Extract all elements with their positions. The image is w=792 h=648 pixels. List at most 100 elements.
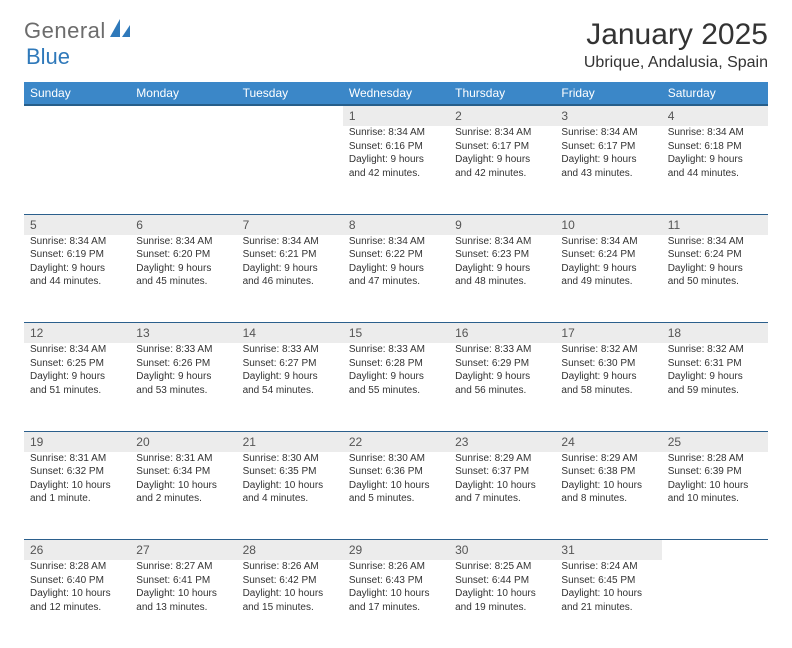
daylight-text: and 44 minutes. — [30, 275, 124, 289]
month-title: January 2025 — [584, 18, 768, 52]
daylight-text: and 5 minutes. — [349, 492, 443, 506]
day-cell: Sunrise: 8:34 AMSunset: 6:19 PMDaylight:… — [24, 235, 130, 323]
day-content-row: Sunrise: 8:34 AMSunset: 6:16 PMDaylight:… — [24, 126, 768, 214]
sunset-text: Sunset: 6:18 PM — [668, 140, 762, 154]
sunset-text: Sunset: 6:38 PM — [561, 465, 655, 479]
brand-part2-wrap: Blue — [24, 44, 70, 70]
day-cell: Sunrise: 8:34 AMSunset: 6:24 PMDaylight:… — [662, 235, 768, 323]
sunset-text: Sunset: 6:31 PM — [668, 357, 762, 371]
sunrise-text: Sunrise: 8:31 AM — [136, 452, 230, 466]
sunset-text: Sunset: 6:42 PM — [243, 574, 337, 588]
day-cell: Sunrise: 8:30 AMSunset: 6:36 PMDaylight:… — [343, 452, 449, 540]
sunrise-text: Sunrise: 8:34 AM — [455, 126, 549, 140]
daylight-text: Daylight: 10 hours — [349, 479, 443, 493]
calendar-table: Sunday Monday Tuesday Wednesday Thursday… — [24, 82, 768, 648]
day-cell: Sunrise: 8:34 AMSunset: 6:18 PMDaylight:… — [662, 126, 768, 214]
dow-header: Friday — [555, 82, 661, 105]
daylight-text: and 49 minutes. — [561, 275, 655, 289]
day-number-cell: 5 — [24, 214, 130, 235]
calendar-body: 1234Sunrise: 8:34 AMSunset: 6:16 PMDayli… — [24, 105, 768, 648]
day-cell: Sunrise: 8:31 AMSunset: 6:32 PMDaylight:… — [24, 452, 130, 540]
day-of-week-row: Sunday Monday Tuesday Wednesday Thursday… — [24, 82, 768, 105]
day-number-cell: 18 — [662, 323, 768, 344]
dow-header: Tuesday — [237, 82, 343, 105]
daylight-text: Daylight: 10 hours — [455, 479, 549, 493]
day-number-cell: 27 — [130, 540, 236, 561]
daylight-text: Daylight: 9 hours — [30, 370, 124, 384]
daylight-text: and 45 minutes. — [136, 275, 230, 289]
day-number-row: 12131415161718 — [24, 323, 768, 344]
daylight-text: Daylight: 9 hours — [455, 370, 549, 384]
sunrise-text: Sunrise: 8:34 AM — [30, 343, 124, 357]
day-cell: Sunrise: 8:26 AMSunset: 6:42 PMDaylight:… — [237, 560, 343, 648]
daylight-text: and 43 minutes. — [561, 167, 655, 181]
daylight-text: Daylight: 9 hours — [136, 370, 230, 384]
sunset-text: Sunset: 6:20 PM — [136, 248, 230, 262]
sunrise-text: Sunrise: 8:32 AM — [561, 343, 655, 357]
day-cell: Sunrise: 8:34 AMSunset: 6:16 PMDaylight:… — [343, 126, 449, 214]
sunrise-text: Sunrise: 8:26 AM — [349, 560, 443, 574]
sunset-text: Sunset: 6:17 PM — [455, 140, 549, 154]
page-header: General January 2025 Ubrique, Andalusia,… — [24, 18, 768, 72]
day-number-cell: 1 — [343, 105, 449, 126]
daylight-text: and 42 minutes. — [349, 167, 443, 181]
daylight-text: Daylight: 10 hours — [136, 587, 230, 601]
daylight-text: and 55 minutes. — [349, 384, 443, 398]
day-number-cell: 29 — [343, 540, 449, 561]
sunset-text: Sunset: 6:37 PM — [455, 465, 549, 479]
sunset-text: Sunset: 6:28 PM — [349, 357, 443, 371]
day-number-row: 1234 — [24, 105, 768, 126]
location-subtitle: Ubrique, Andalusia, Spain — [584, 54, 768, 72]
day-number-cell: 16 — [449, 323, 555, 344]
sunrise-text: Sunrise: 8:34 AM — [668, 126, 762, 140]
day-cell — [130, 126, 236, 214]
day-number-cell: 24 — [555, 431, 661, 452]
daylight-text: Daylight: 9 hours — [30, 262, 124, 276]
day-number-cell — [662, 540, 768, 561]
day-cell: Sunrise: 8:34 AMSunset: 6:23 PMDaylight:… — [449, 235, 555, 323]
sunset-text: Sunset: 6:39 PM — [668, 465, 762, 479]
sunrise-text: Sunrise: 8:25 AM — [455, 560, 549, 574]
day-cell — [237, 126, 343, 214]
day-content-row: Sunrise: 8:28 AMSunset: 6:40 PMDaylight:… — [24, 560, 768, 648]
day-number-cell: 6 — [130, 214, 236, 235]
daylight-text: Daylight: 10 hours — [668, 479, 762, 493]
day-cell: Sunrise: 8:33 AMSunset: 6:28 PMDaylight:… — [343, 343, 449, 431]
day-cell: Sunrise: 8:28 AMSunset: 6:40 PMDaylight:… — [24, 560, 130, 648]
sunset-text: Sunset: 6:32 PM — [30, 465, 124, 479]
sunrise-text: Sunrise: 8:34 AM — [30, 235, 124, 249]
daylight-text: Daylight: 9 hours — [349, 262, 443, 276]
sunset-text: Sunset: 6:24 PM — [561, 248, 655, 262]
sunrise-text: Sunrise: 8:29 AM — [455, 452, 549, 466]
daylight-text: Daylight: 9 hours — [561, 370, 655, 384]
day-number-cell: 30 — [449, 540, 555, 561]
day-cell: Sunrise: 8:34 AMSunset: 6:21 PMDaylight:… — [237, 235, 343, 323]
daylight-text: and 54 minutes. — [243, 384, 337, 398]
daylight-text: Daylight: 9 hours — [455, 262, 549, 276]
day-cell: Sunrise: 8:32 AMSunset: 6:30 PMDaylight:… — [555, 343, 661, 431]
sunset-text: Sunset: 6:36 PM — [349, 465, 443, 479]
day-cell: Sunrise: 8:34 AMSunset: 6:20 PMDaylight:… — [130, 235, 236, 323]
day-cell: Sunrise: 8:27 AMSunset: 6:41 PMDaylight:… — [130, 560, 236, 648]
day-number-cell: 12 — [24, 323, 130, 344]
daylight-text: and 59 minutes. — [668, 384, 762, 398]
sunset-text: Sunset: 6:30 PM — [561, 357, 655, 371]
daylight-text: and 7 minutes. — [455, 492, 549, 506]
daylight-text: and 50 minutes. — [668, 275, 762, 289]
day-number-cell: 17 — [555, 323, 661, 344]
daylight-text: Daylight: 10 hours — [30, 587, 124, 601]
sunrise-text: Sunrise: 8:33 AM — [455, 343, 549, 357]
sunrise-text: Sunrise: 8:31 AM — [30, 452, 124, 466]
day-content-row: Sunrise: 8:34 AMSunset: 6:25 PMDaylight:… — [24, 343, 768, 431]
daylight-text: and 42 minutes. — [455, 167, 549, 181]
daylight-text: and 2 minutes. — [136, 492, 230, 506]
day-number-cell: 23 — [449, 431, 555, 452]
daylight-text: and 48 minutes. — [455, 275, 549, 289]
dow-header: Wednesday — [343, 82, 449, 105]
daylight-text: Daylight: 10 hours — [455, 587, 549, 601]
daylight-text: Daylight: 9 hours — [243, 370, 337, 384]
day-number-cell: 25 — [662, 431, 768, 452]
day-number-cell: 20 — [130, 431, 236, 452]
brand-logo: General — [24, 18, 132, 44]
day-number-cell — [24, 105, 130, 126]
